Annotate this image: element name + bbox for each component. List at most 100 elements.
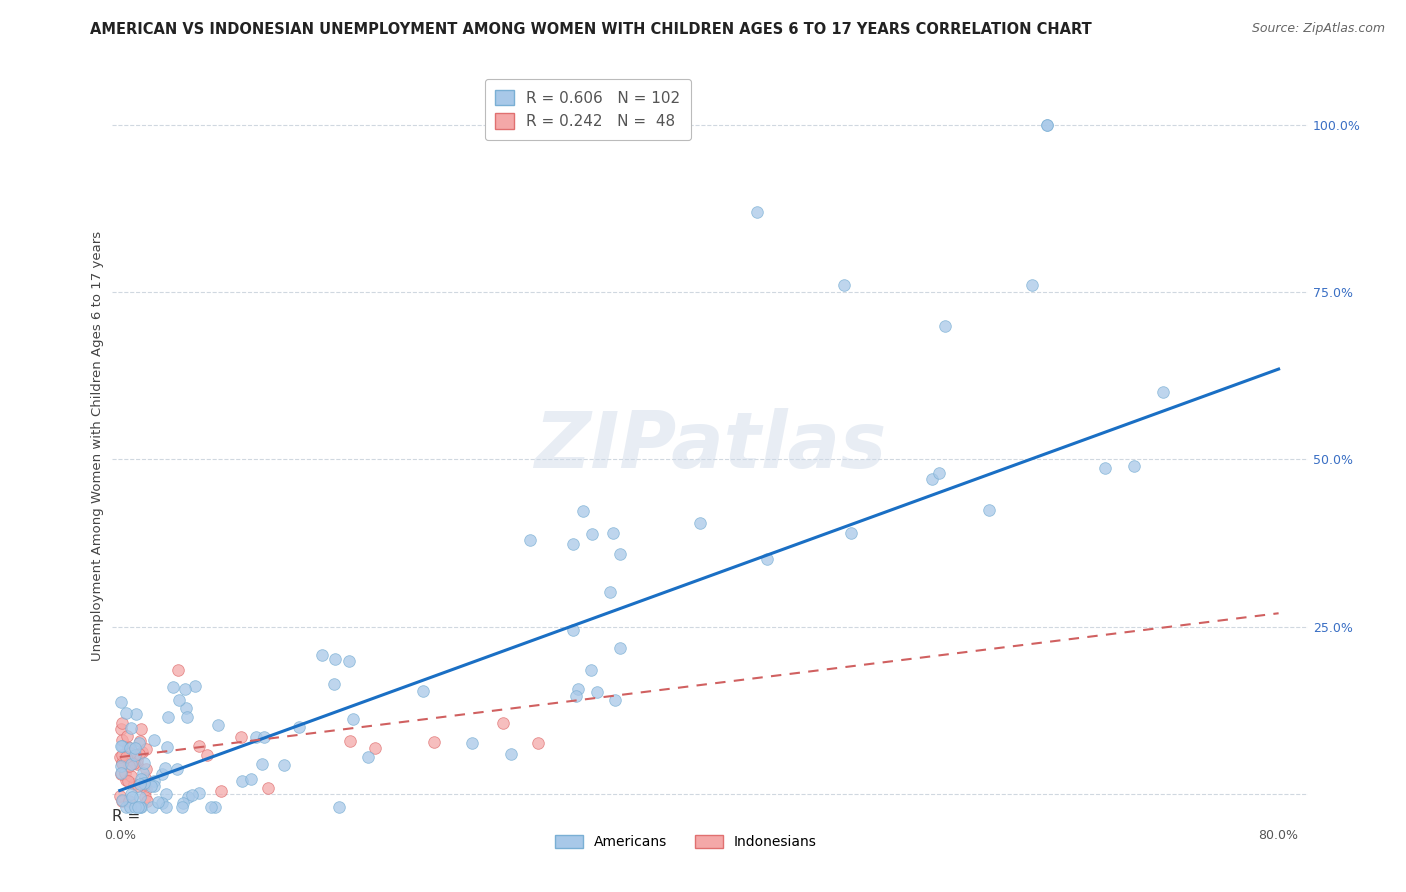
Point — [155, 800, 177, 814]
Point — [412, 683, 434, 698]
Point — [200, 800, 222, 814]
Point — [342, 712, 364, 726]
Point — [337, 654, 360, 668]
Point — [231, 730, 253, 744]
Point — [755, 551, 778, 566]
Point — [131, 746, 153, 760]
Point — [125, 756, 148, 771]
Point — [132, 766, 155, 780]
Point — [155, 788, 177, 802]
Point — [363, 740, 385, 755]
Point — [120, 746, 142, 760]
Point — [129, 789, 152, 804]
Point — [110, 739, 132, 753]
Point — [128, 747, 150, 761]
Point — [150, 767, 173, 781]
Point — [977, 503, 1000, 517]
Point — [111, 756, 134, 771]
Point — [118, 794, 141, 808]
Point — [174, 681, 197, 696]
Point — [195, 747, 218, 762]
Point — [110, 756, 132, 770]
Point — [122, 776, 145, 790]
Point — [921, 472, 943, 486]
Point — [562, 537, 585, 551]
Point — [689, 516, 711, 530]
Point — [273, 758, 295, 772]
Point — [134, 777, 156, 791]
Point — [602, 526, 624, 541]
Point — [257, 780, 280, 795]
Point — [125, 707, 148, 722]
Point — [357, 750, 380, 764]
Point — [128, 735, 150, 749]
Point — [339, 733, 361, 747]
Point — [118, 753, 141, 767]
Point — [169, 693, 191, 707]
Point — [141, 800, 163, 814]
Point — [245, 730, 267, 744]
Point — [114, 773, 136, 788]
Point — [127, 800, 149, 814]
Point — [150, 797, 173, 811]
Point — [564, 690, 586, 704]
Point — [127, 753, 149, 767]
Point — [114, 800, 136, 814]
Point — [162, 680, 184, 694]
Point — [111, 715, 134, 730]
Point — [124, 800, 146, 814]
Point — [253, 731, 276, 745]
Point — [204, 800, 226, 814]
Point — [745, 205, 768, 219]
Point — [128, 777, 150, 791]
Point — [110, 695, 132, 709]
Point — [928, 466, 950, 480]
Point — [581, 664, 603, 678]
Point — [134, 772, 156, 786]
Point — [128, 800, 150, 814]
Point — [118, 741, 141, 756]
Point — [323, 677, 346, 691]
Legend: Americans, Indonesians: Americans, Indonesians — [550, 830, 823, 855]
Point — [1021, 278, 1043, 293]
Point — [139, 779, 162, 793]
Point — [599, 584, 621, 599]
Point — [176, 700, 198, 714]
Point — [134, 790, 156, 805]
Point — [134, 756, 156, 770]
Point — [176, 710, 198, 724]
Point — [581, 527, 603, 541]
Point — [110, 767, 132, 781]
Point — [207, 718, 229, 732]
Point — [287, 720, 309, 734]
Point — [176, 790, 198, 805]
Point — [120, 756, 142, 771]
Point — [567, 682, 589, 697]
Point — [231, 774, 253, 789]
Point — [129, 800, 152, 814]
Point — [114, 765, 136, 780]
Text: AMERICAN VS INDONESIAN UNEMPLOYMENT AMONG WOMEN WITH CHILDREN AGES 6 TO 17 YEARS: AMERICAN VS INDONESIAN UNEMPLOYMENT AMON… — [90, 22, 1091, 37]
Point — [127, 780, 149, 794]
Point — [184, 679, 207, 693]
Point — [115, 750, 138, 764]
Point — [603, 693, 626, 707]
Point — [934, 318, 956, 333]
Point — [188, 786, 211, 800]
Point — [180, 789, 202, 803]
Point — [586, 684, 609, 698]
Point — [124, 747, 146, 762]
Point — [132, 776, 155, 790]
Point — [839, 525, 862, 540]
Point — [153, 761, 176, 775]
Point — [526, 736, 548, 750]
Point — [124, 756, 146, 770]
Point — [108, 750, 131, 764]
Point — [423, 735, 446, 749]
Point — [328, 800, 350, 814]
Point — [117, 740, 139, 755]
Point — [323, 651, 346, 665]
Point — [1036, 118, 1059, 132]
Text: Source: ZipAtlas.com: Source: ZipAtlas.com — [1251, 22, 1385, 36]
Point — [562, 624, 585, 638]
